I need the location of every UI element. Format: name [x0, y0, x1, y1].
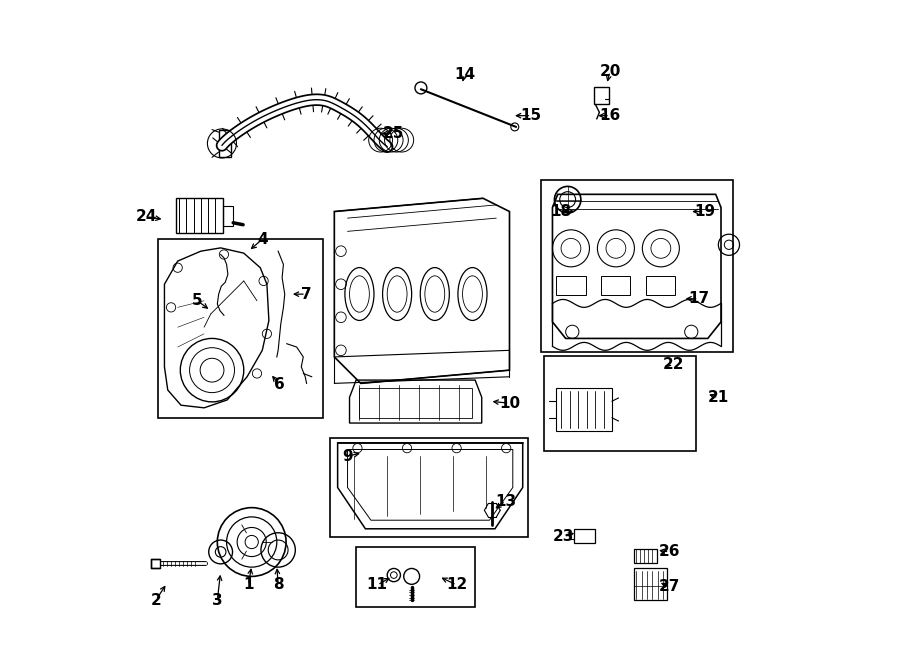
- Bar: [329, 438, 528, 537]
- Text: 11: 11: [367, 578, 388, 592]
- Text: 2: 2: [150, 593, 161, 607]
- Text: 20: 20: [599, 64, 621, 79]
- Text: 7: 7: [301, 287, 311, 301]
- Bar: [556, 276, 586, 295]
- Bar: [556, 388, 612, 431]
- Text: 16: 16: [599, 108, 621, 123]
- Text: 18: 18: [551, 204, 572, 219]
- Bar: [646, 276, 675, 295]
- Text: 19: 19: [694, 204, 715, 219]
- Text: 22: 22: [662, 358, 684, 372]
- Text: 27: 27: [659, 580, 680, 594]
- Bar: [356, 547, 475, 607]
- Bar: [541, 180, 733, 352]
- Bar: [601, 276, 631, 295]
- Text: 21: 21: [707, 391, 729, 405]
- Text: 10: 10: [499, 396, 520, 410]
- Text: 13: 13: [495, 494, 516, 508]
- Text: 25: 25: [383, 126, 404, 141]
- Bar: [634, 568, 667, 600]
- Text: 26: 26: [659, 545, 680, 559]
- Text: 24: 24: [135, 210, 157, 224]
- Text: 4: 4: [257, 232, 267, 247]
- Bar: [634, 549, 657, 563]
- Text: 6: 6: [274, 377, 284, 392]
- Text: 17: 17: [688, 292, 709, 306]
- Text: 12: 12: [446, 578, 467, 592]
- Text: 1: 1: [243, 578, 254, 592]
- Bar: [151, 559, 160, 568]
- Text: 9: 9: [342, 449, 353, 463]
- Bar: [219, 130, 230, 157]
- Bar: [176, 198, 223, 233]
- Bar: [223, 206, 233, 226]
- Text: 15: 15: [521, 108, 542, 123]
- Bar: [158, 239, 323, 418]
- Text: 5: 5: [193, 293, 202, 308]
- Text: 14: 14: [454, 67, 475, 81]
- Text: 3: 3: [212, 593, 222, 607]
- Bar: [544, 356, 696, 451]
- Bar: [594, 87, 608, 104]
- Text: 23: 23: [553, 529, 574, 544]
- Text: 8: 8: [273, 578, 284, 592]
- Bar: [574, 529, 596, 543]
